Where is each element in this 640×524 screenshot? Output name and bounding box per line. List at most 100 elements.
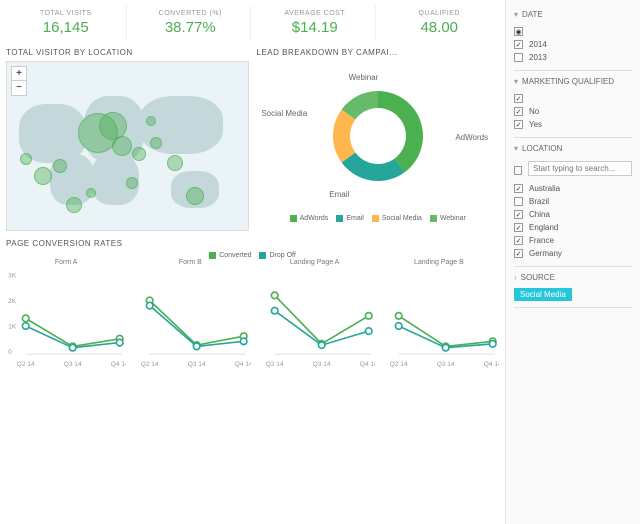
world-map[interactable]: + − — [6, 61, 249, 231]
filter-item[interactable]: ✓China — [514, 208, 632, 221]
filter-item[interactable]: 2013 — [514, 51, 632, 64]
checkbox[interactable]: ✓ — [514, 184, 523, 193]
filter-item[interactable]: ✓ — [514, 92, 632, 105]
map-bubble[interactable] — [126, 177, 138, 189]
svg-text:Q4 14: Q4 14 — [359, 361, 374, 368]
map-bubble[interactable] — [53, 159, 67, 173]
filter-item[interactable]: ✓Yes — [514, 118, 632, 131]
donut-label: Social Media — [261, 109, 307, 118]
donut-segment[interactable] — [333, 110, 355, 163]
section-header[interactable]: ▾DATE — [514, 10, 632, 19]
checkbox[interactable]: ✓ — [514, 94, 523, 103]
svg-text:Q3 14: Q3 14 — [312, 361, 330, 368]
filter-item[interactable]: Brazil — [514, 195, 632, 208]
donut-label: Webinar — [349, 73, 379, 82]
legend-item[interactable]: Drop Off — [259, 252, 295, 259]
checkbox[interactable]: ◉ — [514, 27, 523, 36]
svg-text:Q2 14: Q2 14 — [390, 361, 408, 368]
svg-text:3K: 3K — [8, 273, 17, 280]
checkbox[interactable]: ✓ — [514, 249, 523, 258]
kpi-card: QUALIFIED 48.00 — [380, 6, 500, 40]
zoom-in-button[interactable]: + — [12, 67, 26, 81]
legend-item[interactable]: AdWords — [290, 215, 329, 222]
filter-item[interactable]: ✓England — [514, 221, 632, 234]
legend-item[interactable]: Email — [336, 215, 364, 222]
kpi-label: TOTAL VISITS — [10, 10, 122, 17]
svg-text:1K: 1K — [8, 324, 17, 331]
zoom-out-button[interactable]: − — [12, 81, 26, 95]
svg-text:Q4 14: Q4 14 — [484, 361, 499, 368]
svg-text:Q3 14: Q3 14 — [188, 361, 206, 368]
source-tag[interactable]: Social Media — [514, 288, 572, 301]
section-header[interactable]: ▾MARKETING QUALIFIED — [514, 77, 632, 86]
checkbox[interactable]: ✓ — [514, 210, 523, 219]
svg-text:2K: 2K — [8, 298, 17, 305]
checkbox[interactable] — [514, 166, 522, 175]
filter-section-mq: ▾MARKETING QUALIFIED ✓✓No✓Yes — [514, 71, 632, 138]
section-header[interactable]: ▾LOCATION — [514, 144, 632, 153]
map-title: TOTAL VISITOR BY LOCATION — [6, 48, 249, 57]
svg-text:0: 0 — [8, 349, 12, 356]
donut-chart: AdWordsEmailSocial MediaWebinar — [257, 61, 500, 211]
kpi-value: $14.19 — [259, 19, 371, 36]
map-bubble[interactable] — [167, 155, 183, 171]
filter-sidebar: ▾DATE ◉✓20142013 ▾MARKETING QUALIFIED ✓✓… — [505, 0, 640, 524]
filter-section-source: ›Source Social Media — [514, 267, 632, 308]
filter-item[interactable]: ◉ — [514, 25, 632, 38]
chart-title: Form B — [130, 259, 250, 266]
filter-item[interactable]: ✓2014 — [514, 38, 632, 51]
kpi-card: TOTAL VISITS 16,145 — [6, 6, 127, 40]
checkbox[interactable]: ✓ — [514, 40, 523, 49]
kpi-label: QUALIFIED — [384, 10, 496, 17]
conversion-chart: Form A 3K 2K 1K 0 Q2 14 Q3 14 Q4 14 — [6, 259, 126, 371]
donut-label: AdWords — [455, 133, 488, 142]
conversion-chart: Landing Page B Q2 14Q3 14Q4 14 — [379, 259, 499, 371]
kpi-value: 48.00 — [384, 19, 496, 36]
checkbox[interactable]: ✓ — [514, 236, 523, 245]
map-panel: TOTAL VISITOR BY LOCATION + − — [6, 48, 249, 231]
kpi-card: CONVERTED (%) 38.77% — [131, 6, 252, 40]
conversion-title: PAGE CONVERSION RATES — [6, 239, 499, 248]
checkbox[interactable] — [514, 197, 523, 206]
svg-text:Q3 14: Q3 14 — [64, 361, 82, 368]
filter-section-location: ▾LOCATION ✓AustraliaBrazil✓China✓England… — [514, 138, 632, 267]
legend-item[interactable]: Social Media — [372, 215, 422, 222]
conversion-chart: Landing Page A Q2 14 Q3 14 Q4 14 — [255, 259, 375, 371]
donut-segment[interactable] — [378, 91, 423, 172]
checkbox[interactable] — [514, 53, 523, 62]
kpi-value: 38.77% — [135, 19, 247, 36]
map-bubble[interactable] — [66, 197, 82, 213]
svg-text:Q4 14: Q4 14 — [235, 361, 250, 368]
donut-panel: LEAD BREAKDOWN BY CAMPAI... AdWords Email… — [257, 48, 500, 231]
legend-item[interactable]: Webinar — [430, 215, 466, 222]
conversion-panel: PAGE CONVERSION RATES Converted Drop Off… — [6, 239, 499, 371]
conversion-charts: Form A 3K 2K 1K 0 Q2 14 Q3 14 Q4 14 Form B Q2 … — [6, 259, 499, 371]
filter-item[interactable]: ✓No — [514, 105, 632, 118]
map-bubble[interactable] — [150, 137, 162, 149]
checkbox[interactable]: ✓ — [514, 120, 523, 129]
checkbox[interactable]: ✓ — [514, 107, 523, 116]
svg-text:Q2 14: Q2 14 — [141, 361, 159, 368]
donut-title: LEAD BREAKDOWN BY CAMPAI... — [257, 48, 500, 57]
filter-item[interactable]: ✓Germany — [514, 247, 632, 260]
svg-text:Q2 14: Q2 14 — [265, 361, 283, 368]
checkbox[interactable]: ✓ — [514, 223, 523, 232]
svg-text:Q4 14: Q4 14 — [111, 361, 126, 368]
svg-text:Q3 14: Q3 14 — [437, 361, 455, 368]
conversion-legend: Converted Drop Off — [6, 252, 499, 259]
map-bubble[interactable] — [20, 153, 32, 165]
donut-segment[interactable] — [341, 152, 404, 181]
map-bubble[interactable] — [186, 187, 204, 205]
chart-title: Form A — [6, 259, 126, 266]
legend-item[interactable]: Converted — [209, 252, 251, 259]
svg-text:Q2 14: Q2 14 — [17, 361, 35, 368]
filter-item[interactable]: ✓Australia — [514, 182, 632, 195]
section-header[interactable]: ›Source — [514, 273, 632, 282]
location-search-input[interactable] — [528, 161, 632, 176]
kpi-row: TOTAL VISITS 16,145 CONVERTED (%) 38.77%… — [6, 6, 499, 40]
filter-item[interactable]: ✓France — [514, 234, 632, 247]
chart-title: Landing Page A — [255, 259, 375, 266]
conversion-chart: Form B Q2 14 Q3 14 Q4 14 — [130, 259, 250, 371]
map-bubble[interactable] — [132, 147, 146, 161]
filter-section-date: ▾DATE ◉ ✓20142013 — [514, 4, 632, 71]
